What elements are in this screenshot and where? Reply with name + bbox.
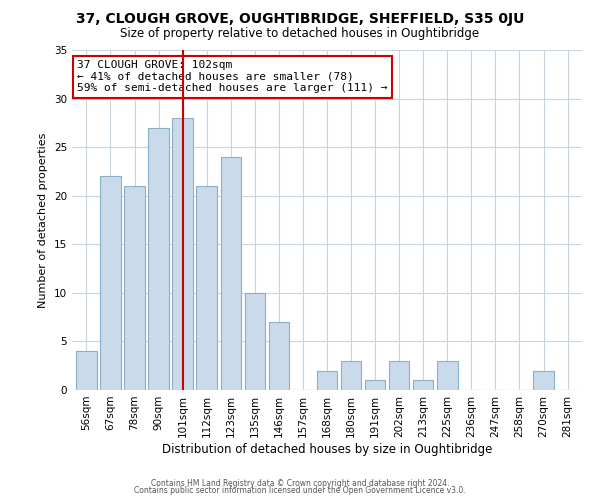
Text: Contains public sector information licensed under the Open Government Licence v3: Contains public sector information licen…: [134, 486, 466, 495]
Bar: [437, 361, 458, 390]
Y-axis label: Number of detached properties: Number of detached properties: [38, 132, 49, 308]
Bar: [533, 370, 554, 390]
Bar: [221, 157, 241, 390]
Bar: [196, 186, 217, 390]
Bar: [148, 128, 169, 390]
Bar: [245, 293, 265, 390]
Bar: [124, 186, 145, 390]
Bar: [100, 176, 121, 390]
Bar: [413, 380, 433, 390]
Bar: [389, 361, 409, 390]
Bar: [269, 322, 289, 390]
Bar: [341, 361, 361, 390]
Bar: [76, 351, 97, 390]
Bar: [365, 380, 385, 390]
Bar: [317, 370, 337, 390]
Text: 37, CLOUGH GROVE, OUGHTIBRIDGE, SHEFFIELD, S35 0JU: 37, CLOUGH GROVE, OUGHTIBRIDGE, SHEFFIEL…: [76, 12, 524, 26]
Bar: [172, 118, 193, 390]
Text: 37 CLOUGH GROVE: 102sqm
← 41% of detached houses are smaller (78)
59% of semi-de: 37 CLOUGH GROVE: 102sqm ← 41% of detache…: [77, 60, 388, 94]
Text: Size of property relative to detached houses in Oughtibridge: Size of property relative to detached ho…: [121, 28, 479, 40]
Text: Contains HM Land Registry data © Crown copyright and database right 2024.: Contains HM Land Registry data © Crown c…: [151, 478, 449, 488]
X-axis label: Distribution of detached houses by size in Oughtibridge: Distribution of detached houses by size …: [162, 442, 492, 456]
